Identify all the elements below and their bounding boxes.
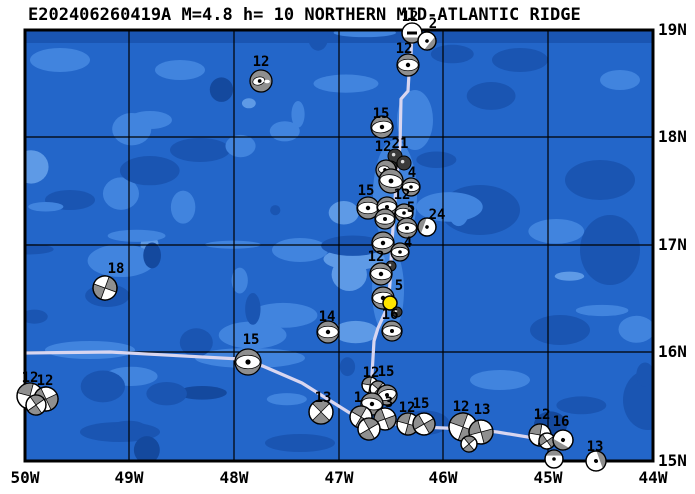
depth-label: 12 [375,139,392,155]
focal-mechanism-yellow [382,295,398,311]
focal-mechanism-normal [390,242,410,262]
longitude-tick-label: 45W [534,468,563,487]
depth-label: 15 [378,364,395,380]
focal-mechanism-ss [538,432,556,450]
focal-mechanism-normal [316,320,340,344]
focal-mechanism-ss [468,419,494,445]
focal-mechanism-ss [308,399,334,425]
focal-mechanism-normal [371,231,395,255]
latitude-tick-label: 16N [658,342,687,361]
depth-label: 12 [22,370,39,386]
latitude-tick-label: 17N [658,235,687,254]
plot-title: E202406260419A M=4.8 h= 10 NORTHERN MID-… [28,5,581,25]
longitude-tick-label: 48W [220,468,249,487]
focal-mechanism-layer [16,22,609,472]
depth-label: 24 [429,207,446,223]
depth-label: 2 [429,16,437,32]
highlighted-event-marker [382,295,398,311]
depth-label: 3 [385,395,393,411]
depth-label: 15 [373,106,390,122]
depth-label: 4 [408,165,416,181]
focal-mechanism-grayss [92,275,118,301]
depth-label: 15 [243,332,260,348]
focal-mechanism-bar [401,22,423,44]
depth-label: 12 [253,54,270,70]
focal-mechanism-dark [396,155,412,171]
focal-mechanism-normal [369,262,393,286]
map-frame [23,28,655,463]
focal-mechanism-normal [396,217,418,239]
depth-label: 5 [407,200,415,216]
focal-mechanism-dark [391,306,403,318]
focal-mechanism-normal [381,320,403,342]
depth-label: 12 [534,407,551,423]
depth-label: 13 [587,439,604,455]
latitude-tick-label: 18N [658,127,687,146]
longitude-tick-label: 44W [639,468,668,487]
focal-mechanism-dot [585,448,609,472]
longitude-tick-label: 49W [115,468,144,487]
depth-label: 12 [453,399,470,415]
depth-label: 12 [363,365,380,381]
focal-mechanism-normal [370,115,394,139]
depth-label: 13 [315,390,332,406]
focal-mechanism-ss [412,412,436,436]
latitude-tick-label: 19N [658,20,687,39]
depth-label: 12 [396,41,413,57]
depth-label: 1 [354,390,362,406]
depth-label: 15 [358,183,375,199]
focal-mechanism-normal [396,53,420,77]
longitude-tick-label: 50W [11,468,40,487]
depth-label: 12 [368,249,385,265]
longitude-tick-label: 46W [429,468,458,487]
focal-mechanism-normal [374,208,396,230]
focal-mechanism-ss [25,394,47,416]
depth-label: 5 [395,278,403,294]
focal-mechanism-dot [544,449,564,469]
depth-label: 13 [474,402,491,418]
depth-label: 18 [108,261,125,277]
longitude-tick-label: 47W [325,468,354,487]
focal-mechanism-grayeye [249,69,273,93]
focal-mechanism-dot [415,215,437,237]
depth-label: 12 [402,9,419,25]
depth-label: 12 [37,373,54,389]
depth-label: 16 [553,414,570,430]
depth-label: 12 [394,187,411,203]
depth-label: 14 [319,309,336,325]
depth-label: 21 [392,136,409,152]
depth-label: 15 [413,396,430,412]
depth-label: 4 [404,235,412,251]
focal-mechanism-ss [357,417,381,441]
focal-mechanism-normal [234,348,262,376]
focal-mechanism-normal [356,196,380,220]
focal-mechanism-ss [460,435,478,453]
depth-label: 12 [399,400,416,416]
latitude-tick-label: 15N [658,451,687,470]
depth-label: 16 [382,307,399,323]
focal-mechanism-normal [401,177,421,197]
axis-label-layer: 50W 49W 48W 47W 46W 45W 44W 19N 18N 17N 16N 15N [11,20,687,487]
